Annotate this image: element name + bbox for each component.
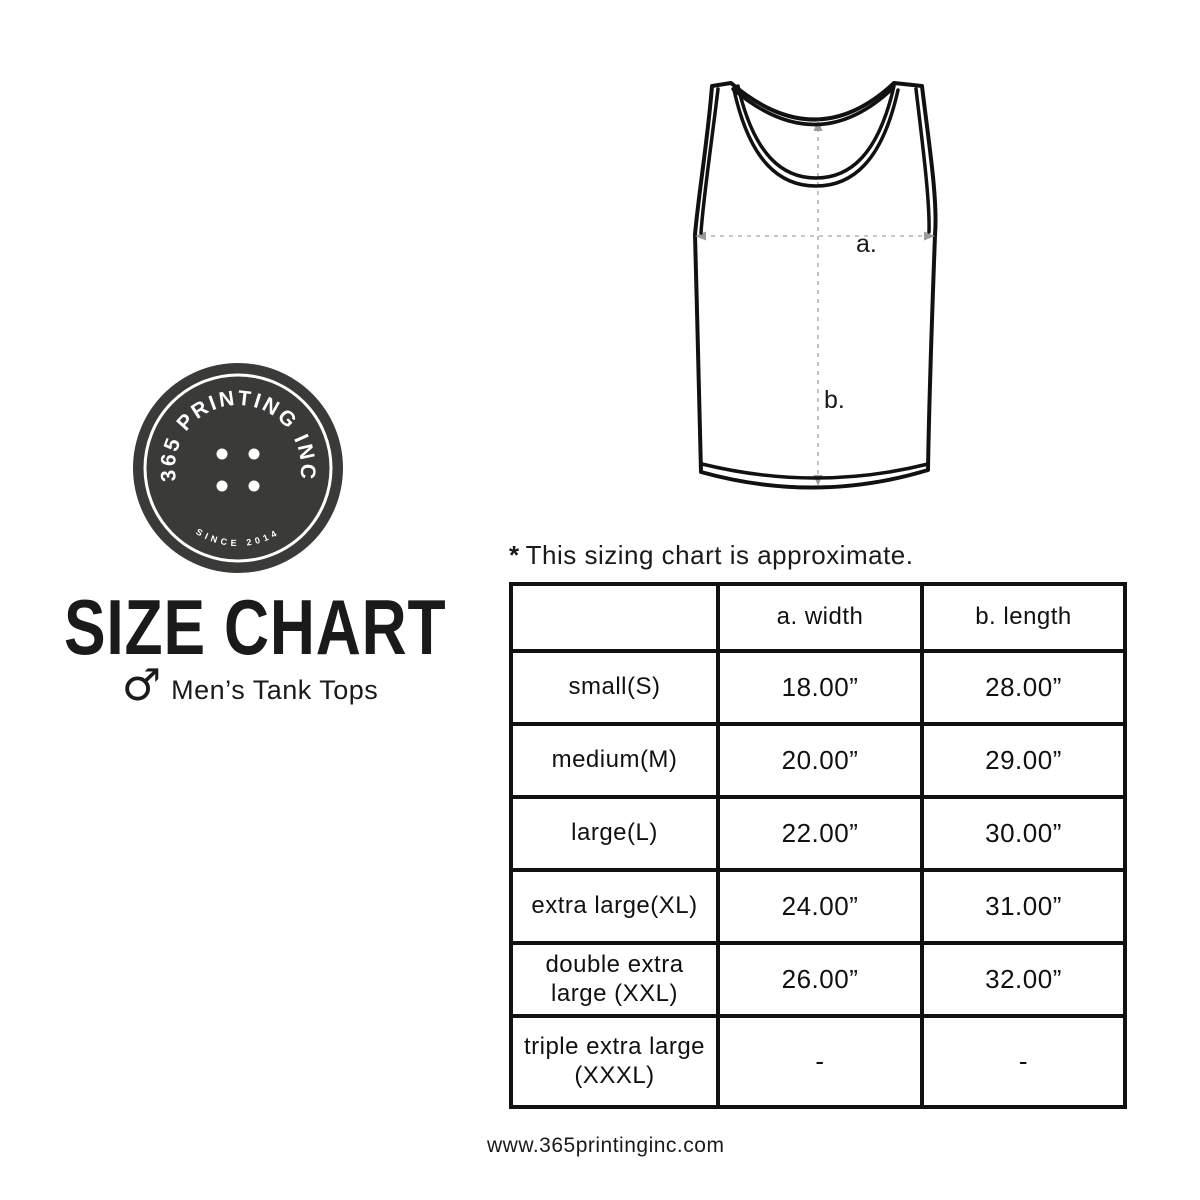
length-value: 29.00” xyxy=(920,722,1127,799)
arrow-right-icon xyxy=(924,231,935,241)
width-label-a: a. xyxy=(856,230,877,258)
size-label: extra large(XL) xyxy=(509,868,720,945)
width-value: 26.00” xyxy=(716,941,924,1018)
left-armhole-trim xyxy=(699,87,720,235)
back-collar-trim xyxy=(731,87,894,127)
length-value: 32.00” xyxy=(920,941,1127,1018)
size-label: double extra large (XXL) xyxy=(509,941,720,1018)
header-width: a. width xyxy=(716,582,924,653)
table-row-xxl: double extra large (XXL) 26.00” 32.00” xyxy=(509,941,1127,1018)
table-row-small: small(S) 18.00” 28.00” xyxy=(509,649,1127,726)
note-asterisk: * xyxy=(509,540,520,570)
table-header-row: a. width b. length xyxy=(509,582,1127,653)
measurement-lines xyxy=(702,128,928,478)
length-value: 30.00” xyxy=(920,795,1127,872)
width-value: 20.00” xyxy=(716,722,924,799)
male-symbol-icon: ♂ xyxy=(121,660,162,711)
table-row-xl: extra large(XL) 24.00” 31.00” xyxy=(509,868,1127,945)
length-value: - xyxy=(920,1014,1127,1109)
width-value: 18.00” xyxy=(716,649,924,726)
size-label: medium(M) xyxy=(509,722,720,799)
length-label-b: b. xyxy=(824,386,845,414)
right-armhole-trim xyxy=(914,87,931,234)
subtitle-label: Men’s Tank Tops xyxy=(171,674,379,705)
tank-trim-lines xyxy=(699,84,931,480)
table-row-medium: medium(M) 20.00” 29.00” xyxy=(509,722,1127,799)
sizing-note: * This sizing chart is approximate. xyxy=(509,540,914,571)
button-holes-icon xyxy=(216,448,260,492)
size-label: small(S) xyxy=(509,649,720,726)
tank-silhouette xyxy=(693,81,938,490)
size-label: large(L) xyxy=(509,795,720,872)
header-length: b. length xyxy=(920,582,1127,653)
length-value: 31.00” xyxy=(920,868,1127,945)
logo-inner-ring xyxy=(143,373,333,563)
width-value: 24.00” xyxy=(716,868,924,945)
length-value: 28.00” xyxy=(920,649,1127,726)
product-subtitle: ♂ Men’s Tank Tops xyxy=(64,664,436,708)
tank-top-diagram: a. b. xyxy=(693,81,938,490)
front-scoop-outer xyxy=(732,88,900,188)
front-scoop-inner xyxy=(736,84,896,180)
table-row-xxxl: triple extra large (XXXL) - - xyxy=(509,1014,1127,1109)
brand-logo: 365 PRINTING INC SINCE 2014 xyxy=(133,363,343,573)
page-title: SIZE CHART xyxy=(64,583,447,671)
hem-trim xyxy=(700,462,930,480)
width-value: - xyxy=(716,1014,924,1109)
width-value: 22.00” xyxy=(716,795,924,872)
table-row-large: large(L) 22.00” 30.00” xyxy=(509,795,1127,872)
size-table: a. width b. length small(S) 18.00” 28.00… xyxy=(509,582,1127,1109)
size-label: triple extra large (XXXL) xyxy=(509,1014,720,1109)
website-url: www.365printinginc.com xyxy=(487,1134,725,1157)
header-blank xyxy=(509,582,720,653)
note-text: This sizing chart is approximate. xyxy=(525,540,914,570)
arrow-left-icon xyxy=(695,231,706,241)
logo-button-circle xyxy=(133,363,343,573)
